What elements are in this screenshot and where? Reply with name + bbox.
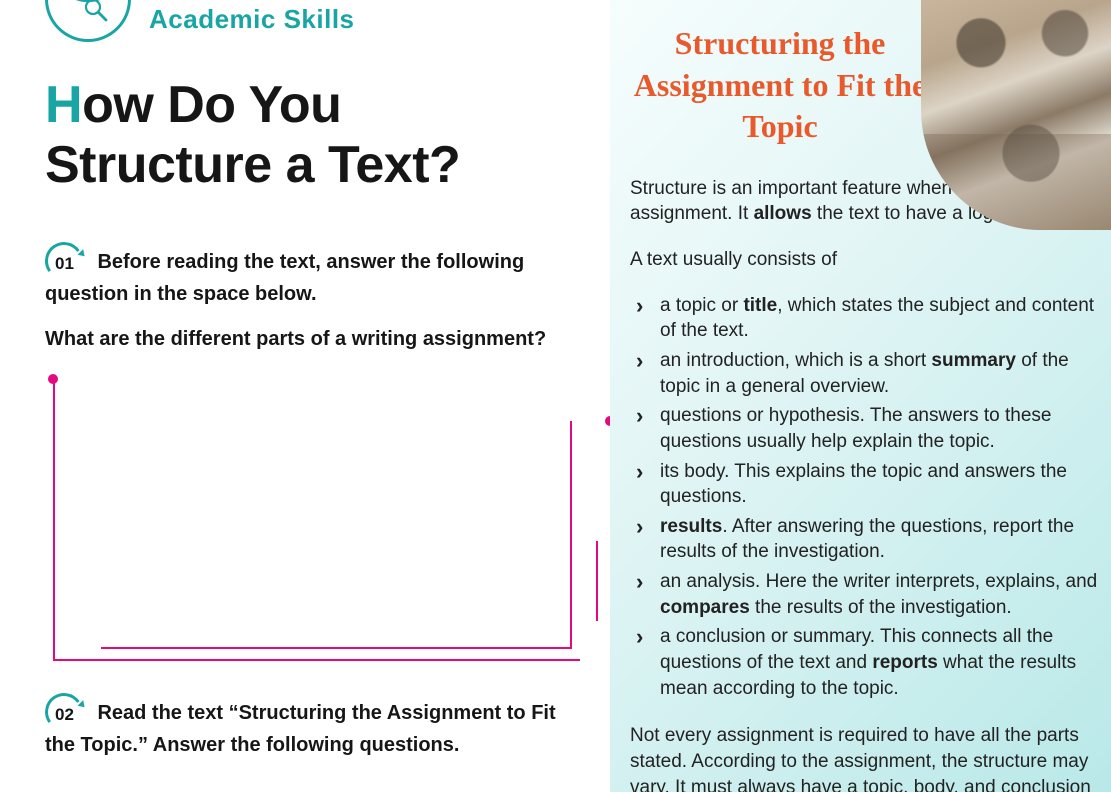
badge-circle <box>45 0 131 42</box>
task-01-question: What are the different parts of a writin… <box>45 328 580 351</box>
list-item: an introduction, which is a short summar… <box>630 348 1099 399</box>
task-number: 02 <box>55 705 74 725</box>
list-item: an analysis. Here the writer interprets,… <box>630 569 1099 620</box>
list-item: a conclusion or summary. This connects a… <box>630 624 1099 701</box>
article-body: Structure is an important feature when w… <box>630 176 1111 792</box>
answer-box[interactable] <box>45 371 580 661</box>
header: Academic Skills <box>45 0 580 42</box>
title-rest: ow Do You Structure a Text? <box>45 76 460 194</box>
task-number-badge: 01 <box>45 248 93 280</box>
answer-box-frame-inner <box>101 421 572 649</box>
article-list: a topic or title, which states the subje… <box>630 293 1099 702</box>
task-02-text: Read the text “Structuring the Assignmen… <box>45 702 556 756</box>
students-photo <box>921 0 1111 230</box>
header-badge <box>45 0 131 42</box>
task-number-badge: 02 <box>45 699 93 731</box>
task-01-text: Before reading the text, answer the foll… <box>45 251 524 305</box>
task-number: 01 <box>55 254 74 274</box>
article-title: Structuring the Assignment to Fit the To… <box>630 23 930 148</box>
list-item: a topic or title, which states the subje… <box>630 293 1099 344</box>
page: Academic Skills How Do You Structure a T… <box>0 0 1111 792</box>
lead-paragraph: A text usually consists of <box>630 247 1099 273</box>
task-01: 01 Before reading the text, answer the f… <box>45 248 580 661</box>
frame-dot <box>48 374 58 384</box>
list-item: its body. This explains the topic and an… <box>630 459 1099 510</box>
task-02: 02 Read the text “Structuring the Assign… <box>45 699 580 759</box>
list-item: results. After answering the questions, … <box>630 514 1099 565</box>
detective-icon <box>64 0 112 23</box>
outro-paragraph: Not every assignment is required to have… <box>630 723 1099 792</box>
header-label: Academic Skills <box>149 4 355 35</box>
page-title: How Do You Structure a Text? <box>45 76 580 196</box>
title-accent: H <box>45 76 82 134</box>
intro-bold: allows <box>754 203 812 224</box>
answer-box-frame-extra <box>596 541 598 621</box>
list-item: questions or hypothesis. The answers to … <box>630 403 1099 454</box>
left-column: Academic Skills How Do You Structure a T… <box>0 0 610 792</box>
right-column: Structuring the Assignment to Fit the To… <box>610 0 1111 792</box>
